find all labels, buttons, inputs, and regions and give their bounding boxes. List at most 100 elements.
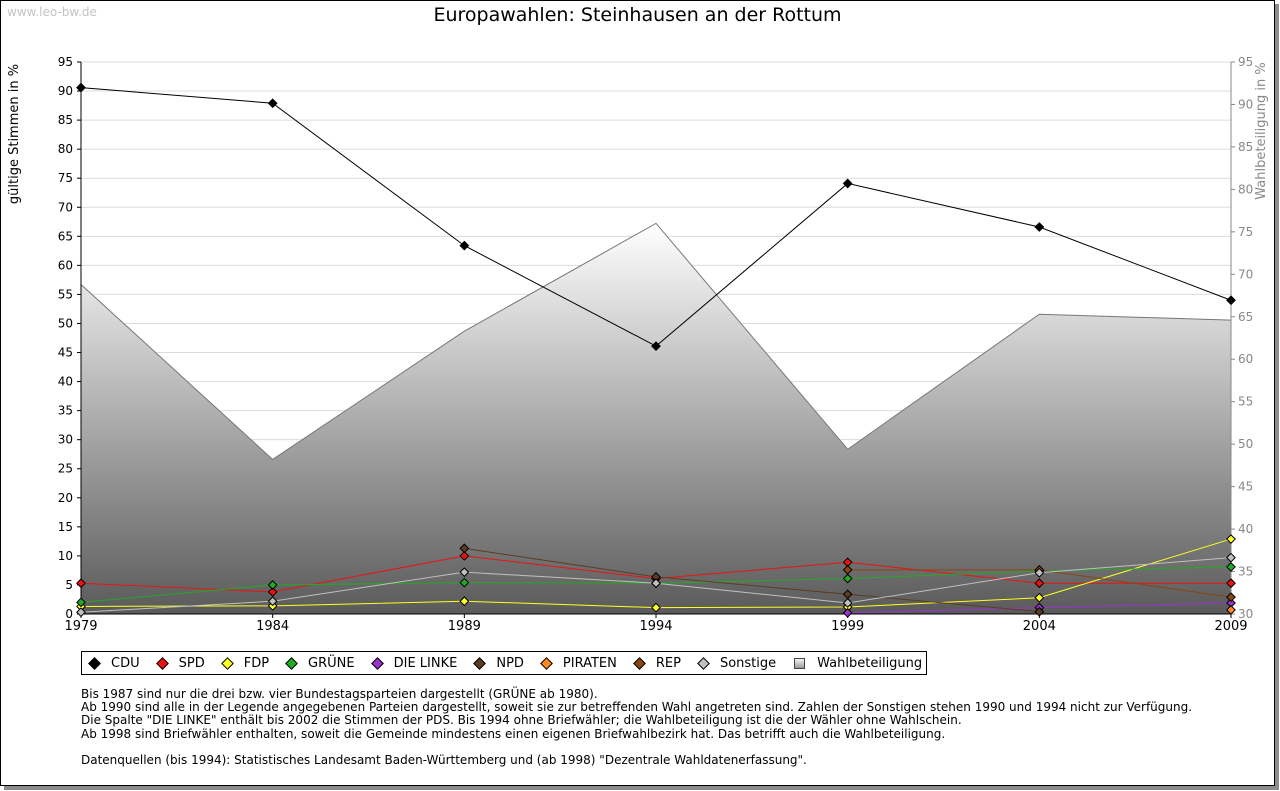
y2-tick-label: 60 [1238, 352, 1253, 366]
y2-tick-label: 95 [1238, 55, 1253, 69]
point-spd [76, 578, 86, 589]
point-cdu [1226, 295, 1236, 306]
y-tick-label: 70 [58, 200, 73, 214]
y2-tick-label: 35 [1238, 565, 1253, 579]
legend-label-linke: DIE LINKE [393, 655, 458, 671]
legend-item-fdp: FDP [220, 656, 269, 671]
y2-axis-title: Wahlbeteiligung in % [1254, 62, 1269, 199]
legend-item-linke: DIE LINKE [370, 655, 458, 671]
x-tick-label: 1994 [639, 619, 672, 634]
legend-marker-linke [370, 656, 384, 670]
note-line: Die Spalte "DIE LINKE" enthält bis 2002 … [81, 713, 962, 728]
chart-title: Europawahlen: Steinhausen an der Rottum [433, 4, 842, 26]
point-gruene [267, 580, 278, 590]
legend-item-sonstige: Sonstige [697, 656, 776, 671]
legend-marker-cdu [88, 656, 101, 670]
legend-item-gruene: GRÜNE [285, 655, 355, 671]
y-tick-label: 5 [65, 578, 73, 592]
point-fdp [651, 602, 661, 613]
x-tick-label: 1984 [256, 619, 289, 634]
point-cdu [459, 240, 470, 251]
legend-label-piraten: PIRATEN [562, 655, 617, 671]
point-cdu [842, 178, 853, 189]
point-cdu [651, 341, 661, 352]
x-tick-label: 1989 [448, 619, 481, 634]
legend-marker-piraten [540, 656, 553, 670]
y-tick-label: 80 [58, 142, 73, 156]
point-sonstige [76, 607, 86, 618]
point-cdu [267, 98, 278, 109]
note-sources: Datenquellen (bis 1994): Statistisches L… [81, 752, 807, 767]
legend-marker-fdp [220, 656, 234, 670]
legend-marker-gruene [285, 656, 298, 670]
y-tick-label: 95 [58, 55, 73, 69]
point-rep [1226, 592, 1236, 603]
note-spacer [81, 741, 1192, 754]
point-gruene [76, 597, 86, 608]
legend-item-rep: REP [633, 655, 681, 671]
point-sonstige [842, 598, 853, 608]
legend-marker-npd [473, 656, 487, 670]
note-line: Ab 1990 sind alle in der Legende angegeb… [81, 700, 1193, 715]
watermark: www.leo-bw.de [7, 5, 97, 19]
point-spd [1226, 578, 1236, 589]
point-die-linke [842, 607, 853, 618]
point-fdp [1226, 534, 1236, 544]
point-sonstige [651, 578, 661, 589]
point-npd [1034, 606, 1045, 617]
y-tick-label: 60 [58, 258, 73, 272]
legend-item-npd: NPD [473, 655, 524, 671]
notes: Bis 1987 sind nur die drei bzw. vier Bun… [81, 687, 1193, 767]
legend-label-rep: REP [655, 655, 681, 671]
legend-marker-wahlbeteiligung [794, 657, 806, 669]
point-fdp [1034, 592, 1045, 603]
legend-item-wahlbeteiligung: Wahlbeteiligung [794, 656, 922, 671]
point-sonstige [1034, 567, 1045, 578]
y-tick-label: 65 [58, 229, 73, 243]
point-spd [1034, 578, 1045, 589]
turnout-outline [80, 222, 1232, 461]
y2-tick-label: 30 [1238, 607, 1253, 621]
y-tick-label: 15 [58, 520, 73, 534]
point-rep [842, 564, 853, 575]
legend-marker-rep [633, 656, 646, 670]
legend-label-cdu: CDU [111, 655, 140, 671]
y-tick-label: 20 [58, 491, 73, 505]
point-cdu [76, 82, 86, 93]
y-tick-label: 45 [58, 346, 73, 360]
y-tick-label: 10 [58, 549, 73, 563]
legend-label-spd: SPD [178, 655, 205, 671]
legend-item-cdu: CDU [88, 655, 140, 671]
point-npd [459, 543, 470, 554]
x-tick-label: 1979 [64, 619, 97, 634]
legend-label-gruene: GRÜNE [308, 655, 355, 671]
y2-tick-label: 85 [1238, 140, 1253, 154]
y2-tick-label: 65 [1238, 310, 1253, 324]
y-tick-label: 40 [58, 375, 73, 389]
point-sonstige [1226, 552, 1236, 563]
point-sonstige [267, 596, 278, 607]
y-axis-title: gültige Stimmen in % [7, 64, 22, 204]
y2-tick-label: 80 [1238, 182, 1253, 196]
y-tick-label: 55 [58, 287, 73, 301]
legend-marker-spd [155, 656, 169, 670]
y2-tick-label: 75 [1238, 225, 1253, 239]
chart-plot: 0 5 10 15 20 25 30 35 40 45 50 55 60 65 70 75 80 85 90 95 30… [7, 55, 1269, 634]
y2-tick-label: 70 [1238, 267, 1253, 281]
point-cdu [1034, 222, 1045, 232]
note-line: Ab 1998 sind Briefwähler enthalten, sowe… [81, 726, 946, 741]
legend: CDU SPD FDP GRÜNE DIE LINKE NPD PIRATEN [81, 651, 928, 675]
y-tick-label: 75 [58, 171, 73, 185]
y-tick-label: 25 [58, 462, 73, 476]
legend-label-npd: NPD [496, 655, 524, 671]
x-tick-label: 1999 [831, 619, 864, 634]
point-spd [459, 550, 470, 561]
point-gruene [1226, 562, 1236, 572]
point-fdp [459, 596, 470, 607]
y2-tick-label: 55 [1238, 395, 1253, 409]
point-gruene [842, 573, 853, 584]
point-sonstige [459, 567, 470, 578]
point-gruene [459, 577, 470, 588]
turnout-area [81, 223, 1231, 614]
